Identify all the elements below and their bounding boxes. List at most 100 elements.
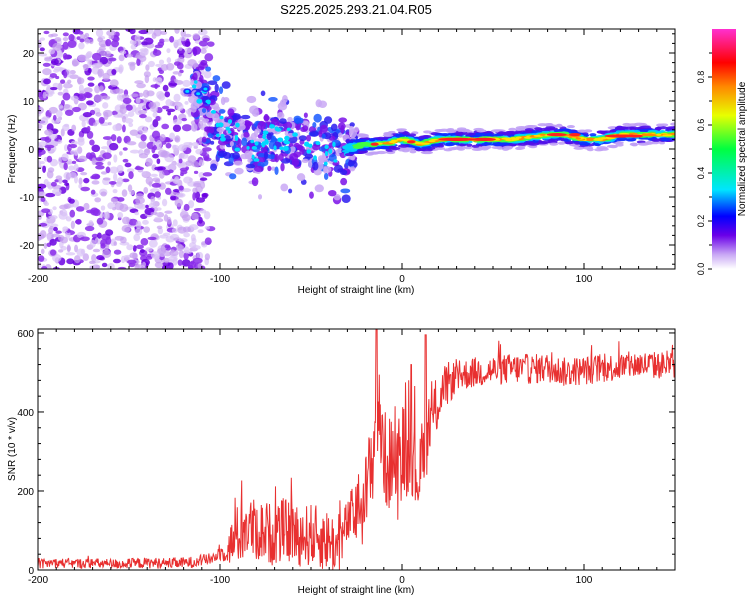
- heatmap-blob: [116, 136, 122, 144]
- heatmap-blob: [306, 149, 312, 154]
- heatmap-blob: [49, 91, 55, 95]
- heatmap-blob: [262, 134, 267, 140]
- heatmap-blob: [436, 146, 446, 150]
- heatmap-blob: [43, 30, 50, 35]
- heatmap-blob: [135, 244, 144, 250]
- heatmap-blob: [130, 44, 137, 50]
- heatmap-blob: [130, 93, 139, 98]
- heatmap-blob: [491, 145, 503, 150]
- heatmap-blob: [110, 134, 117, 142]
- heatmap-blob: [174, 29, 180, 34]
- heatmap-blob: [161, 198, 168, 207]
- heatmap-blob: [62, 37, 69, 42]
- heatmap-blob: [66, 244, 71, 253]
- heatmap-blob: [241, 137, 248, 147]
- heatmap-blob: [125, 104, 133, 111]
- heatmap-blob: [466, 143, 473, 147]
- snr-xtick-label: 0: [399, 575, 405, 586]
- heatmap-blob: [476, 129, 487, 133]
- spectrogram-ytick-label: -10: [20, 193, 35, 204]
- spectrogram-ytick-label: 10: [23, 97, 35, 108]
- heatmap-blob: [564, 141, 574, 145]
- heatmap-blob: [101, 262, 108, 268]
- heatmap-blob: [117, 212, 124, 219]
- snr-ytick-label: 200: [17, 487, 34, 498]
- heatmap-blob: [109, 79, 119, 87]
- heatmap-blob: [200, 48, 207, 54]
- heatmap-blob: [383, 131, 392, 136]
- heatmap-blob: [55, 175, 63, 180]
- heatmap-blob: [52, 114, 57, 121]
- heatmap-blob: [554, 124, 563, 128]
- heatmap-blob: [46, 234, 51, 242]
- heatmap-blob: [38, 39, 42, 49]
- heatmap-blob: [438, 137, 475, 141]
- heatmap-blob: [42, 116, 50, 120]
- heatmap-blob: [419, 142, 430, 145]
- heatmap-blob: [177, 72, 182, 77]
- heatmap-blob: [517, 142, 529, 146]
- heatmap-blob: [340, 177, 348, 186]
- heatmap-blob: [146, 256, 153, 260]
- heatmap-blob: [371, 151, 379, 155]
- heatmap-blob: [102, 102, 109, 109]
- heatmap-blob: [165, 99, 173, 107]
- heatmap-blob: [105, 236, 112, 245]
- heatmap-blob: [188, 261, 197, 269]
- heatmap-blob: [48, 106, 58, 114]
- heatmap-blob: [204, 237, 212, 245]
- heatmap-blob: [78, 42, 85, 50]
- heatmap-blob: [157, 227, 164, 235]
- heatmap-blob: [128, 122, 134, 128]
- heatmap-blob: [107, 202, 115, 210]
- heatmap-blob: [93, 94, 104, 103]
- heatmap-blob: [70, 149, 76, 155]
- heatmap-blob: [174, 78, 178, 83]
- heatmap-blob: [199, 177, 208, 181]
- heatmap-blob: [306, 134, 312, 142]
- heatmap-blob: [192, 257, 203, 264]
- heatmap-blob: [232, 152, 240, 160]
- heatmap-blob: [332, 141, 336, 148]
- heatmap-blob: [82, 111, 93, 118]
- heatmap-blob: [192, 187, 198, 194]
- heatmap-blob: [608, 145, 618, 149]
- heatmap-blob: [269, 124, 275, 129]
- heatmap-blob: [321, 133, 326, 139]
- heatmap-blob: [178, 144, 187, 152]
- heatmap-blob: [341, 194, 351, 204]
- heatmap-blob: [172, 124, 182, 133]
- colorbar-tick-label: 0.6: [696, 119, 706, 132]
- heatmap-blob: [181, 117, 188, 122]
- heatmap-blob: [142, 219, 149, 225]
- heatmap-blob: [154, 191, 161, 198]
- heatmap-blob: [73, 163, 79, 172]
- heatmap-blob: [312, 121, 317, 128]
- heatmap-blob: [656, 126, 668, 130]
- heatmap-blob: [324, 144, 329, 150]
- heatmap-blob: [274, 153, 280, 163]
- heatmap-blob: [83, 177, 90, 184]
- heatmap-blob: [49, 249, 57, 256]
- heatmap-blob: [49, 215, 58, 220]
- heatmap-blob: [328, 148, 333, 154]
- heatmap-blob: [338, 117, 348, 123]
- heatmap-blob: [176, 62, 184, 70]
- heatmap-blob: [80, 248, 86, 255]
- snr-series: [38, 329, 675, 570]
- heatmap-blob: [85, 56, 89, 62]
- heatmap-blob: [346, 148, 357, 153]
- heatmap-blob: [471, 147, 483, 151]
- heatmap-blob: [100, 146, 110, 150]
- heatmap-blob: [65, 216, 72, 222]
- heatmap-blob: [151, 130, 161, 140]
- heatmap-blob: [543, 123, 554, 127]
- heatmap-blob: [87, 67, 92, 74]
- heatmap-blob: [192, 33, 200, 40]
- heatmap-blob: [338, 132, 343, 138]
- heatmap-blob: [154, 166, 164, 171]
- colorbar-tick-label: 0.2: [696, 215, 706, 228]
- heatmap-blob: [42, 91, 47, 99]
- heatmap-blob: [179, 69, 184, 74]
- heatmap-blob: [396, 138, 403, 141]
